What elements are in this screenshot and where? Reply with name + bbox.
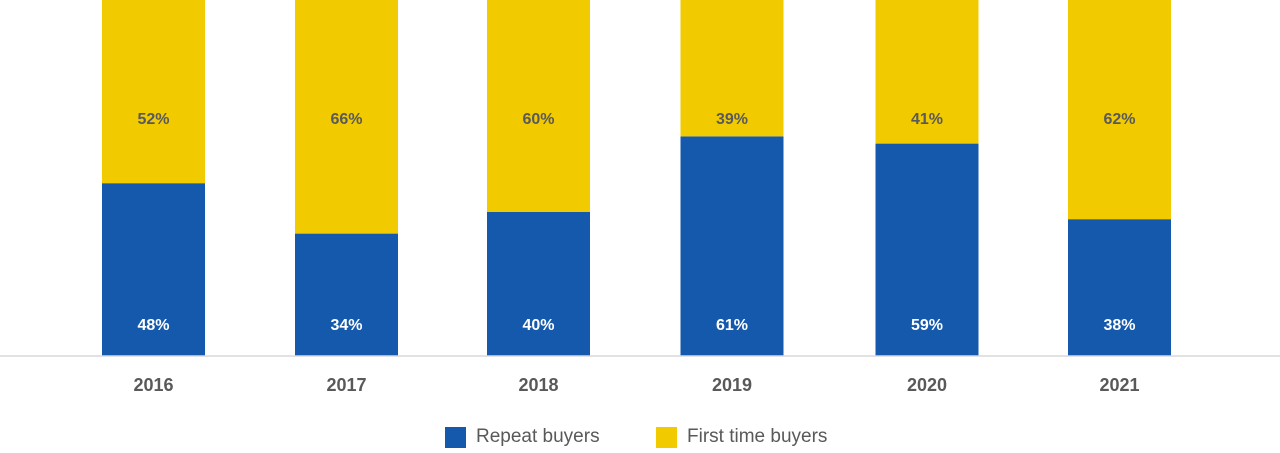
x-tick-label-2021: 2021 <box>1099 375 1139 395</box>
legend: Repeat buyers First time buyers <box>0 426 1280 450</box>
legend-label-repeat-buyers: Repeat buyers <box>476 426 600 447</box>
x-tick-label-2020: 2020 <box>907 375 947 395</box>
x-tick-label-2016: 2016 <box>133 375 173 395</box>
bar-first-time-2019 <box>680 0 784 137</box>
data-label-first-time-2019: 39% <box>716 111 748 128</box>
data-label-first-time-2018: 60% <box>522 111 554 128</box>
legend-label-first-time-buyers: First time buyers <box>687 426 828 447</box>
data-label-repeat-2019: 61% <box>716 317 748 334</box>
data-label-repeat-2021: 38% <box>1103 317 1135 334</box>
data-label-first-time-2016: 52% <box>137 111 169 128</box>
data-label-first-time-2020: 41% <box>911 111 943 128</box>
bar-repeat-2019 <box>680 136 784 356</box>
x-tick-label-2018: 2018 <box>518 375 558 395</box>
data-label-repeat-2018: 40% <box>522 317 554 334</box>
legend-swatch-repeat-buyers <box>445 426 466 448</box>
bar-first-time-2016 <box>102 0 205 184</box>
bar-repeat-2020 <box>875 143 979 356</box>
x-tick-label-2019: 2019 <box>712 375 752 395</box>
bar-first-time-2018 <box>487 0 590 212</box>
bar-repeat-2017 <box>295 233 398 356</box>
bar-repeat-2016 <box>102 183 205 356</box>
bars-group <box>102 0 1171 356</box>
bar-first-time-2020 <box>875 0 979 144</box>
bar-first-time-2021 <box>1068 0 1171 220</box>
data-label-first-time-2021: 62% <box>1103 111 1135 128</box>
x-tick-label-2017: 2017 <box>326 375 366 395</box>
value-labels-group: 48% 52% 34% 66% 40% 60% 61% 39% 59% 41% 38% 62% <box>137 111 1135 334</box>
bar-first-time-2017 <box>295 0 398 234</box>
data-label-repeat-2016: 48% <box>137 317 169 334</box>
data-label-first-time-2017: 66% <box>330 111 362 128</box>
legend-item-first-time-buyers: First time buyers <box>656 426 827 448</box>
data-label-repeat-2017: 34% <box>330 317 362 334</box>
bar-repeat-2021 <box>1068 219 1171 356</box>
legend-swatch-first-time-buyers <box>656 426 677 448</box>
bar-repeat-2018 <box>487 212 590 356</box>
legend-item-repeat-buyers: Repeat buyers <box>445 426 600 448</box>
data-label-repeat-2020: 59% <box>911 317 943 334</box>
x-tick-labels-group: 2016 2017 2018 2019 2020 2021 <box>133 375 1139 395</box>
